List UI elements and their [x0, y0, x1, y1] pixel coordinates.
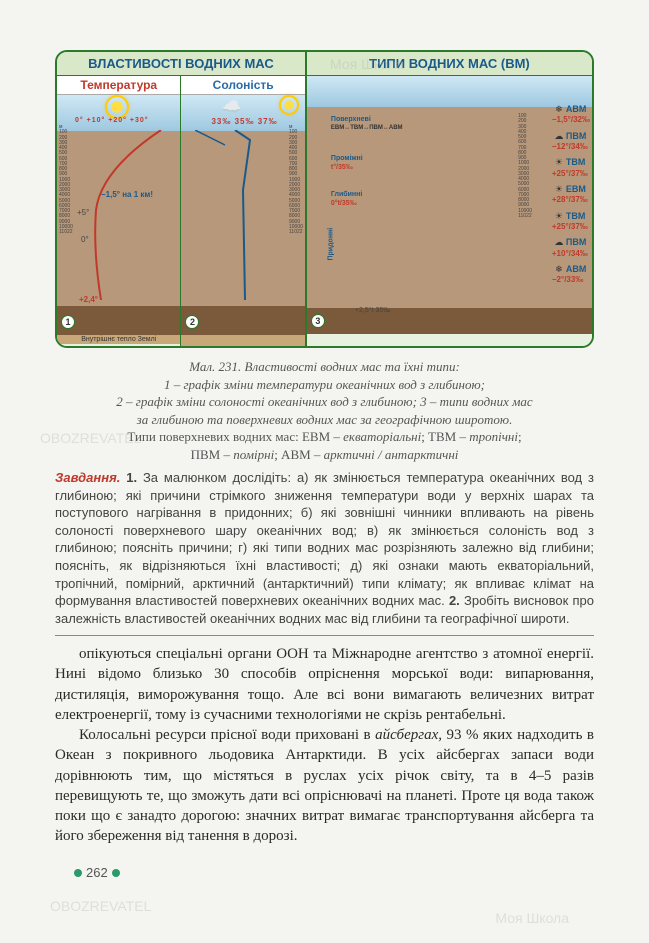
watermark-r: Моя Школа [495, 910, 569, 926]
panel-types: 1002003004005006007008009001000200030004… [307, 76, 592, 346]
temp-5: +5° [77, 208, 89, 217]
snow-icon: ❄ [552, 104, 566, 114]
task-lead: Завдання. [55, 470, 120, 485]
sun-icon-li2: ☀ [552, 184, 566, 194]
vm-tvm-n: ☀ТВМ+25°/37‰ [552, 157, 590, 178]
chart-salinity: ☁️ 33‰ 35‰ 37‰ м 10020030040050060070080… [181, 95, 304, 335]
temp-slope-note: −1,5° на 1 км! [101, 190, 153, 199]
vm-tvm-s: ☀ТВМ+25°/37‰ [552, 211, 590, 232]
task-body-1: За малюнком дослідіть: а) як змінюється … [55, 470, 594, 608]
task-num-1: 1. [126, 470, 137, 485]
paragraph-1: опікуються спеціальні органи ООН та Міжн… [55, 644, 594, 725]
panel-temperature: Температура 0° +10° +20° +30° м 10020030… [57, 76, 181, 346]
raincloud-icon: ☁️ [221, 97, 241, 117]
sun-icon [107, 97, 127, 117]
cloud-icon-2: ☁ [552, 237, 566, 247]
zone-labels: Поверхневі ЕВМ↔ТВМ↔ПВМ↔АВМ Проміжні t°/3… [331, 116, 403, 282]
watermark-bot: OBOZREVATEL [50, 898, 151, 914]
cloud-icon: ☁ [552, 131, 566, 141]
depth-axis-3: 1002003004005006007008009001000200030004… [518, 114, 532, 219]
snow-icon-2: ❄ [552, 264, 566, 274]
header-types: ТИПИ ВОДНИХ МАС (ВМ) [307, 52, 592, 76]
vm-evm: ☀ЕВМ+28°/37‰ [552, 184, 590, 205]
chart-temperature: 0° +10° +20° +30° м 10020030040050060070… [57, 95, 180, 335]
sun-icon-2 [281, 97, 297, 113]
panel-num-1: 1 [61, 315, 75, 329]
panel1-bottom-label: Внутрішнє тепло Землі [57, 335, 180, 344]
vm-pvm-n: ☁ПВМ−12°/34‰ [552, 131, 590, 152]
vm-avm-n: ❄АВМ−1,5°/32‰ [552, 104, 590, 125]
page-number: 262 [70, 865, 649, 880]
temp-0: 0° [81, 235, 89, 244]
task-block: Завдання. 1. За малюнком дослідіть: а) я… [55, 469, 594, 627]
task-num-2: 2. [449, 593, 460, 608]
panel-salinity: Солоність ☁️ 33‰ 35‰ 37‰ м 1002003004005… [181, 76, 304, 346]
sal-scale: 33‰ 35‰ 37‰ [211, 117, 277, 126]
panel-group-types: ТИПИ ВОДНИХ МАС (ВМ) 1002003004005006007… [307, 52, 592, 346]
header-properties: ВЛАСТИВОСТІ ВОДНИХ МАС [57, 52, 305, 76]
subheader-temperature: Температура [57, 76, 180, 95]
vm-type-list: ❄АВМ−1,5°/32‰ ☁ПВМ−12°/34‰ ☀ТВМ+25°/37‰ … [552, 104, 590, 291]
chart-types: 1002003004005006007008009001000200030004… [307, 76, 592, 334]
panel2-bottom [181, 335, 304, 346]
divider [55, 635, 594, 636]
temp-bottom: +2,4° [79, 295, 98, 304]
figure-caption: Мал. 231. Властивості водних мас та їхні… [55, 358, 594, 463]
sal-curve [195, 130, 295, 300]
vm-avm-s: ❄АВМ−2°/33‰ [552, 264, 590, 285]
subheader-salinity: Солоність [181, 76, 304, 95]
figure-231: ВЛАСТИВОСТІ ВОДНИХ МАС Температура 0° +1… [55, 50, 594, 348]
paragraph-2: Колосальні ресурси прісної води прихован… [55, 725, 594, 847]
panel-group-properties: ВЛАСТИВОСТІ ВОДНИХ МАС Температура 0° +1… [57, 52, 307, 346]
panel-num-2: 2 [185, 315, 199, 329]
sun-icon-li: ☀ [552, 157, 566, 167]
vm-pvm-s: ☁ПВМ+10°/34‰ [552, 237, 590, 258]
panel-num-3: 3 [311, 314, 325, 328]
body-paragraphs: опікуються спеціальні органи ООН та Міжн… [55, 644, 594, 847]
panel3-bottom-t: +2,5°t 35‰ [355, 307, 390, 314]
sun-icon-li3: ☀ [552, 211, 566, 221]
temp-scale: 0° +10° +20° +30° [75, 117, 149, 124]
